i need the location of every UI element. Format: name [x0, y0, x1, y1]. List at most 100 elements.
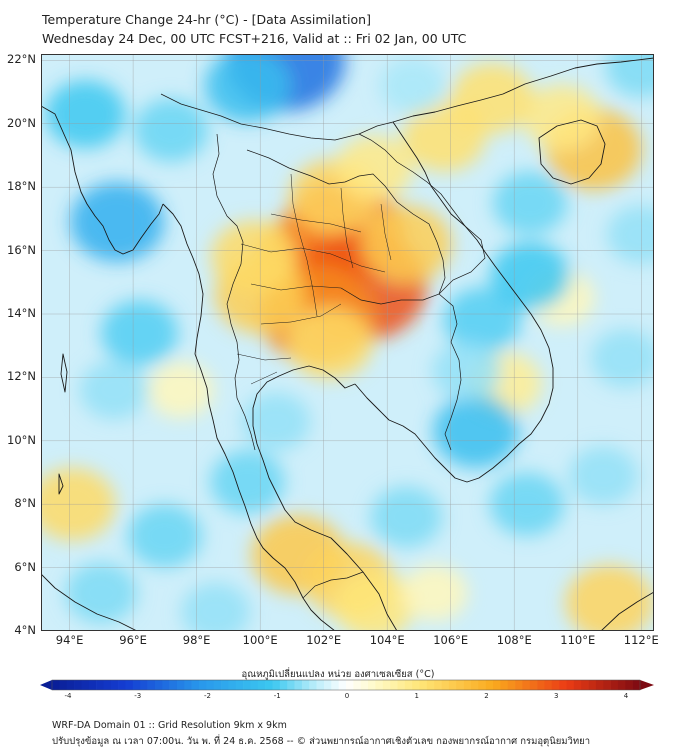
colorbar-cell	[279, 680, 288, 690]
coastline-peninsula-west	[244, 505, 336, 631]
coastline-peninsula-east	[252, 365, 398, 631]
lat-label: 4°N	[14, 623, 36, 637]
border-thailand-laos	[246, 149, 446, 295]
coastline-myanmar-south	[162, 203, 246, 507]
border-internal	[236, 173, 392, 385]
anomaly-cell-26	[45, 80, 126, 149]
anomaly-cell-30	[490, 241, 571, 310]
colorbar-extend-high	[640, 680, 654, 690]
colorbar-tick-label: 3	[554, 692, 559, 700]
anomaly-cell-18	[334, 571, 415, 631]
anomaly-cell-27	[134, 98, 209, 162]
colorbar-cell	[456, 680, 464, 690]
border-china	[160, 93, 394, 141]
colorbar-cell	[603, 680, 611, 690]
colorbar-cell	[88, 680, 97, 690]
colorbar-cell	[397, 680, 406, 690]
lon-label: 106°E	[433, 633, 469, 647]
colorbar-cell	[272, 680, 281, 690]
border-laos-vietnam	[358, 133, 486, 295]
colorbar-cell	[66, 680, 75, 690]
anomaly-cell-25	[70, 182, 165, 262]
colorbar-cell	[478, 680, 486, 690]
anomaly-cell-45	[605, 54, 654, 98]
coastline-south-china	[392, 57, 654, 123]
anomaly-cell-31	[492, 171, 568, 235]
colorbar-cell	[368, 680, 376, 690]
coastline-hainan	[538, 119, 606, 185]
colorbar-cell	[103, 680, 112, 690]
colorbar-cell	[81, 680, 90, 690]
colorbar-cell	[206, 680, 214, 690]
colorbar-cell	[154, 680, 163, 690]
anomaly-cell-33	[127, 504, 203, 568]
colorbar-cell	[132, 680, 141, 690]
colorbar-cell	[110, 680, 119, 690]
colorbar-cell	[243, 680, 251, 690]
colorbar-cell	[544, 680, 553, 690]
colorbar-cell	[199, 680, 207, 690]
colorbar-cell	[434, 680, 442, 690]
colorbar-cell	[441, 680, 450, 690]
colorbar-cell	[448, 680, 457, 690]
map-panel[interactable]	[41, 54, 654, 631]
coastline-sumatra	[41, 573, 138, 631]
colorbar-cell	[228, 680, 237, 690]
colorbar-cell	[323, 680, 332, 690]
colorbar-tick-label: -1	[273, 692, 281, 700]
colorbar-cell	[52, 680, 60, 690]
anomaly-cell-22	[401, 564, 468, 622]
colorbar-cell	[390, 680, 398, 690]
country-borders	[160, 93, 486, 599]
lon-label: 100°E	[242, 633, 278, 647]
colorbar-cell	[529, 680, 538, 690]
colorbar-cell	[316, 680, 325, 690]
map-frame	[41, 54, 654, 631]
lon-label: 104°E	[369, 633, 405, 647]
lat-label: 12°N	[7, 369, 36, 384]
colorbar-cell	[250, 680, 259, 690]
colorbar-cell	[382, 680, 391, 690]
anomaly-cell-9	[335, 135, 414, 201]
colorbar-cell	[573, 680, 582, 690]
anomaly-cell-42	[181, 582, 251, 631]
colorbar-cell	[287, 680, 295, 690]
lat-label: 6°N	[14, 559, 36, 574]
lat-label: 22°N	[7, 52, 36, 67]
anomaly-cell-24	[204, 54, 291, 123]
coastline-borneo	[600, 591, 654, 631]
colorbar-cell	[404, 680, 413, 690]
colorbar-cell	[617, 680, 626, 690]
anomaly-cell-44	[379, 57, 446, 114]
anomaly-cell-43	[241, 392, 311, 451]
colorbar-cell	[265, 680, 273, 690]
lat-label: 14°N	[7, 305, 36, 320]
colorbar-cell	[353, 680, 361, 690]
anomaly-cell-38	[606, 205, 654, 264]
coastline-andaman	[58, 353, 68, 495]
lon-label: 112°E	[623, 633, 659, 647]
lon-label: 94°E	[55, 633, 84, 647]
lon-label: 98°E	[182, 633, 211, 647]
coastlines	[41, 57, 654, 631]
colorbar-cell	[463, 680, 472, 690]
colorbar-cell	[426, 680, 435, 690]
colorbar-cell	[147, 680, 156, 690]
colorbar-cell	[595, 680, 604, 690]
colorbar-cell	[301, 680, 310, 690]
colorbar-cell	[412, 680, 420, 690]
anomaly-cell-21	[147, 362, 214, 419]
colorbar-cell	[360, 680, 369, 690]
colorbar-cell	[500, 680, 508, 690]
colorbar-cell	[184, 680, 192, 690]
anomaly-cell-5	[211, 220, 297, 294]
colorbar-cell	[375, 680, 384, 690]
colorbar-cell	[59, 680, 67, 690]
colorbar-cell	[537, 680, 545, 690]
lon-label: 96°E	[119, 633, 147, 647]
graticule	[41, 54, 654, 631]
colorbar-cell	[294, 680, 303, 690]
colorbar-cell	[515, 680, 523, 690]
coastline-myanmar-west	[41, 105, 164, 255]
border-thailand-cambodia	[340, 287, 458, 343]
